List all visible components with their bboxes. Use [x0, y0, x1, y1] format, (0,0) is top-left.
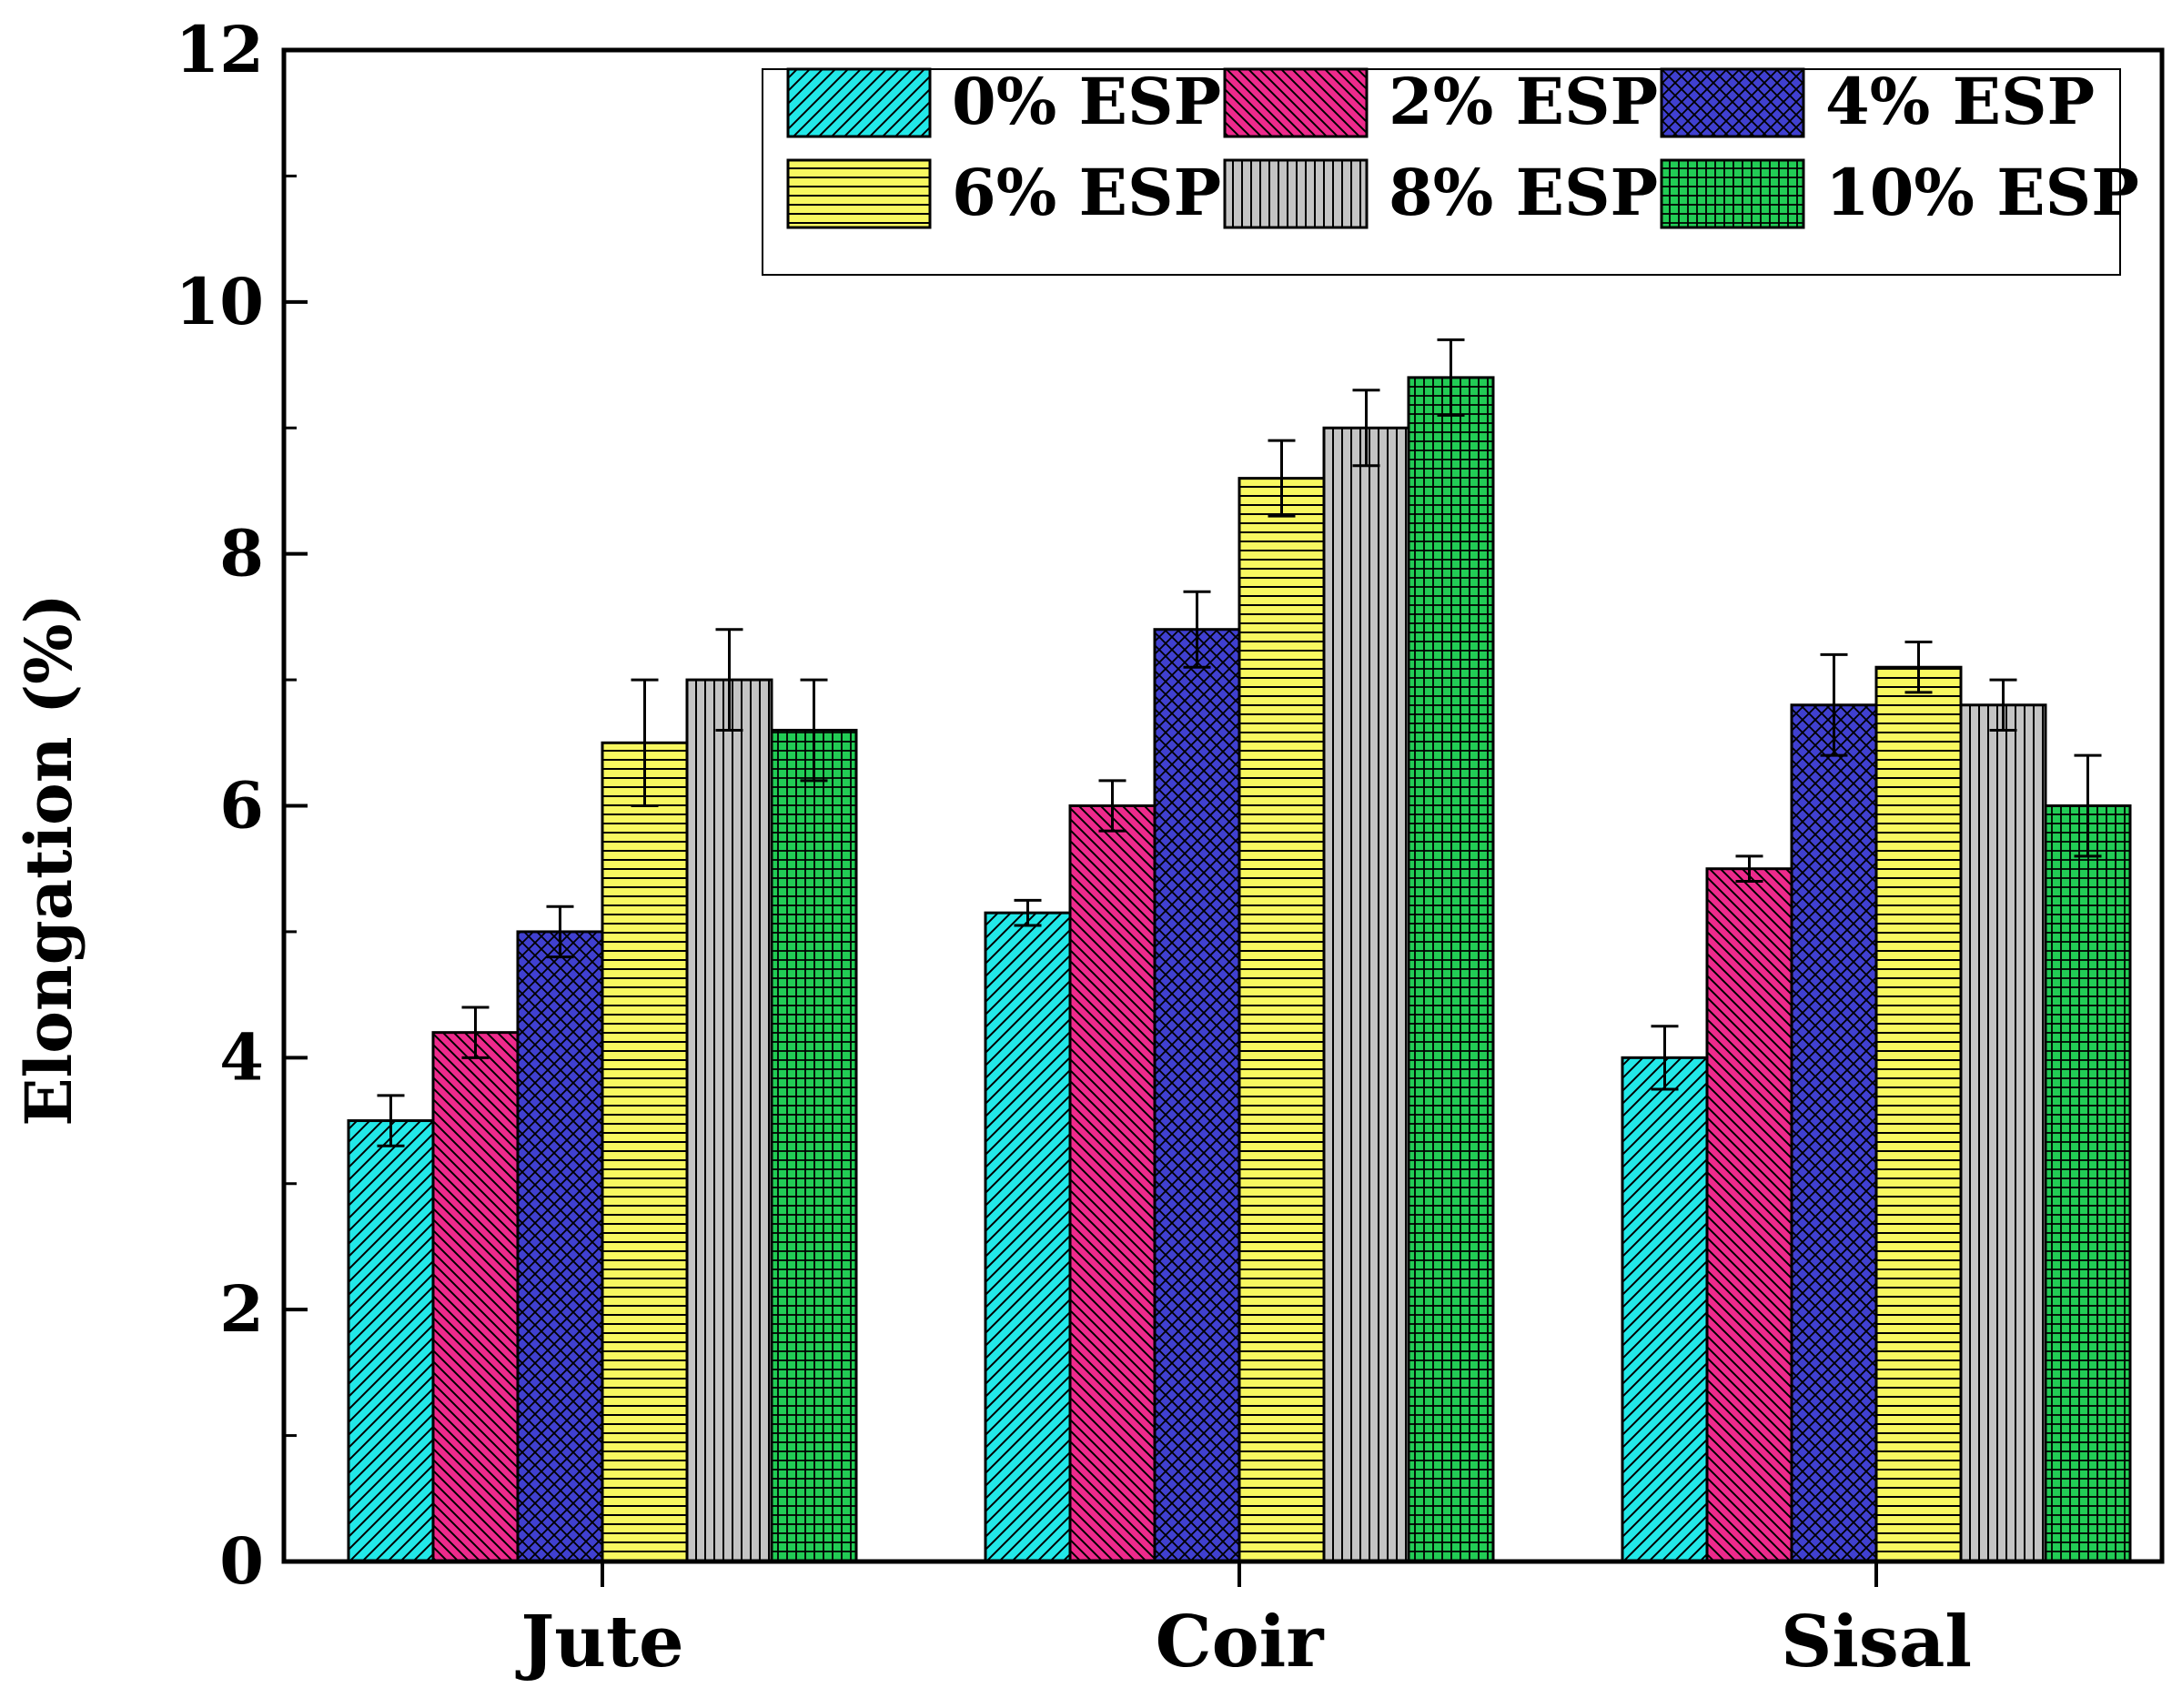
- plot-frame: [281, 47, 2165, 1564]
- bar: [1407, 376, 1495, 1563]
- legend-label: 2% ESP: [1389, 64, 1658, 139]
- bar: [1621, 1056, 1709, 1563]
- bar: [1068, 804, 1157, 1563]
- x-tick-label: Coir: [1156, 1601, 1325, 1683]
- bar: [1790, 703, 1878, 1563]
- y-tick-label: 2: [219, 1271, 264, 1347]
- bar: [516, 930, 604, 1563]
- y-tick-label: 12: [176, 12, 264, 87]
- y-axis-label: Elongation (%): [11, 593, 86, 1126]
- bar: [1874, 665, 1963, 1563]
- legend-label: 0% ESP: [952, 64, 1221, 139]
- legend-swatch: [1223, 158, 1369, 229]
- y-tick-label: 8: [219, 516, 264, 591]
- legend-label: 10% ESP: [1825, 155, 2139, 230]
- y-tick-label: 10: [176, 264, 264, 339]
- legend-label: 8% ESP: [1389, 155, 1658, 230]
- bar: [1705, 867, 1793, 1563]
- x-tick-label: Sisal: [1781, 1601, 1972, 1683]
- legend-label: 4% ESP: [1825, 64, 2095, 139]
- legend-swatch: [1223, 67, 1369, 138]
- y-tick-label: 6: [219, 768, 264, 844]
- bar: [2044, 804, 2132, 1563]
- x-tick-label: Jute: [515, 1601, 683, 1683]
- bar: [347, 1119, 435, 1563]
- bar: [1153, 628, 1241, 1563]
- bar: [601, 741, 689, 1563]
- bar: [1237, 477, 1326, 1563]
- legend-label: 6% ESP: [952, 155, 1221, 230]
- bar: [685, 678, 773, 1563]
- y-tick-label: 4: [219, 1019, 264, 1095]
- legend-box: [762, 68, 2121, 276]
- legend-swatch: [786, 158, 932, 229]
- y-tick-label: 0: [219, 1523, 264, 1599]
- legend-swatch: [786, 67, 932, 138]
- bar: [1959, 703, 2047, 1563]
- bar: [431, 1031, 520, 1563]
- legend-swatch: [1660, 158, 1805, 229]
- bar: [984, 911, 1072, 1563]
- legend-swatch: [1660, 67, 1805, 138]
- bar: [1322, 426, 1410, 1563]
- bar: [770, 728, 858, 1563]
